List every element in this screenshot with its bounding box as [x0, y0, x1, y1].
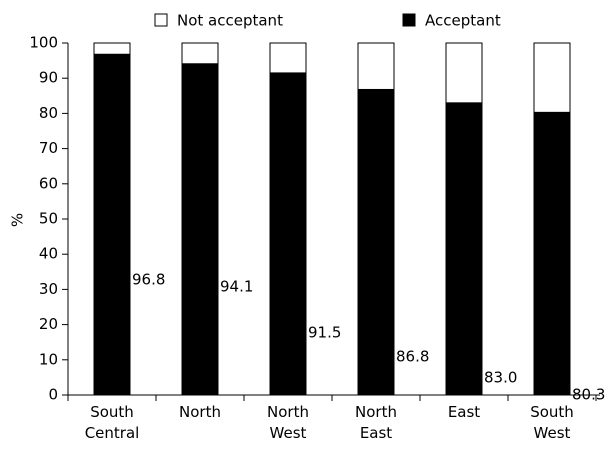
- x-tick-label: North East: [355, 403, 397, 442]
- legend-swatch: [402, 13, 416, 27]
- y-tick-label: 100: [29, 34, 58, 52]
- legend-swatch: [154, 13, 168, 27]
- y-tick-label: 20: [39, 315, 58, 333]
- bar-segment: [93, 42, 131, 55]
- value-label: 80.3: [572, 386, 605, 404]
- y-tick-label: 50: [39, 210, 58, 228]
- x-tick-label-line: North: [267, 403, 309, 421]
- bar-segment: [181, 42, 219, 65]
- y-tick-label: 70: [39, 139, 58, 157]
- bar-segment: [357, 42, 395, 90]
- x-tick-label-line: West: [534, 424, 571, 442]
- bar-segment: [93, 53, 131, 396]
- bar-segment: [181, 63, 219, 396]
- x-tick-label-line: West: [270, 424, 307, 442]
- x-tick-label: South West: [530, 403, 574, 442]
- x-tick-label-line: South: [90, 403, 134, 421]
- y-tick-label: 10: [39, 350, 58, 368]
- x-tick-label-line: Central: [85, 424, 140, 442]
- value-label: 96.8: [132, 271, 165, 289]
- bar-segment: [269, 72, 307, 396]
- x-tick-label-line: North: [355, 403, 397, 421]
- value-label: 86.8: [396, 348, 429, 366]
- y-tick-label: 40: [39, 245, 58, 263]
- bar-segment: [269, 42, 307, 74]
- legend-label: Acceptant: [425, 12, 501, 30]
- bar-segment: [533, 111, 571, 396]
- bar-segment: [357, 88, 395, 396]
- bar-segment: [445, 102, 483, 396]
- y-tick-label: 60: [39, 174, 58, 192]
- x-tick-label-line: South: [530, 403, 574, 421]
- x-tick-label: East: [448, 403, 480, 421]
- x-tick-label: South Central: [85, 403, 140, 442]
- x-tick-label: North: [179, 403, 221, 421]
- x-tick-label-line: East: [448, 403, 480, 421]
- x-tick-label-line: North: [179, 403, 221, 421]
- value-label: 91.5: [308, 324, 341, 342]
- y-tick-label: 90: [39, 69, 58, 87]
- bar-segment: [533, 42, 571, 113]
- y-tick-label: 80: [39, 104, 58, 122]
- value-label: 83.0: [484, 369, 517, 387]
- bar-segment: [445, 42, 483, 104]
- x-tick-label-line: East: [360, 424, 392, 442]
- value-label: 94.1: [220, 278, 253, 296]
- legend-label: Not acceptant: [177, 12, 283, 30]
- y-tick-label: 0: [48, 386, 58, 404]
- y-axis-label: %: [9, 213, 27, 227]
- y-tick-label: 30: [39, 280, 58, 298]
- x-tick-label: North West: [267, 403, 309, 442]
